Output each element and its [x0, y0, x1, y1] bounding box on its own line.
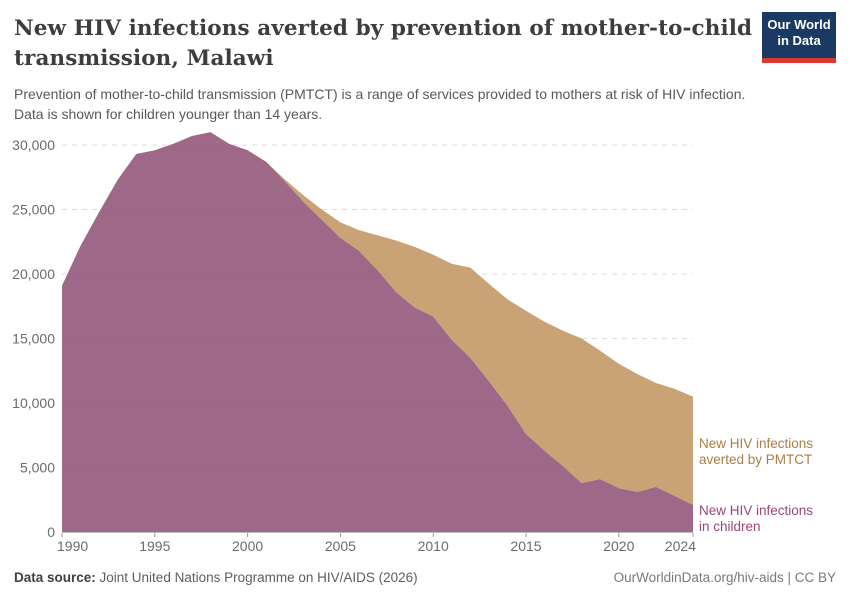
page-title: New HIV infections averted by prevention…: [14, 14, 755, 74]
data-source-text: Joint United Nations Programme on HIV/AI…: [95, 570, 418, 585]
title-line-2: transmission, Malawi: [14, 46, 274, 71]
y-tick-label: 15,000: [12, 331, 55, 347]
x-tick-label: 2000: [232, 538, 263, 554]
data-source-note: Data source: Joint United Nations Progra…: [14, 570, 418, 585]
owid-logo-line-2: in Data: [777, 33, 821, 48]
data-source-label: Data source:: [14, 570, 96, 585]
x-tick-label: 2024: [665, 538, 696, 554]
owid-logo-line-1: Our World: [767, 17, 831, 32]
y-tick-label: 5,000: [20, 460, 55, 476]
legend-children-line-2: in children: [699, 518, 761, 534]
y-tick-label: 25,000: [12, 202, 55, 218]
x-tick-label: 2010: [418, 538, 449, 554]
subtitle-line-1: Prevention of mother-to-child transmissi…: [14, 86, 746, 102]
subtitle-line-2: Data is shown for children younger than …: [14, 106, 323, 122]
chart-subtitle: Prevention of mother-to-child transmissi…: [14, 84, 830, 124]
owid-credit-link[interactable]: OurWorldinData.org/hiv-aids | CC BY: [613, 570, 836, 585]
x-tick-label: 1990: [57, 538, 88, 554]
owid-logo[interactable]: Our World in Data: [762, 12, 836, 58]
legend-label-averted: New HIV infections averted by PMTCT: [699, 436, 813, 467]
owid-logo-red-bar: [762, 58, 836, 63]
y-tick-label: 10,000: [12, 395, 55, 411]
area-series-children[interactable]: [62, 132, 693, 532]
x-tick-label: 2005: [325, 538, 356, 554]
y-tick-label: 0: [47, 524, 55, 540]
legend-averted-line-2: averted by PMTCT: [699, 451, 813, 467]
area-series-averted[interactable]: [62, 132, 693, 505]
x-tick-label: 2020: [603, 538, 634, 554]
legend-averted-line-1: New HIV infections: [699, 436, 814, 451]
legend-label-children: New HIV infections in children: [699, 503, 813, 534]
legend-children-line-1: New HIV infections: [699, 503, 814, 518]
title-line-1: New HIV infections averted by prevention…: [14, 16, 753, 41]
x-tick-label: 2015: [510, 538, 541, 554]
x-tick-label: 1995: [139, 538, 170, 554]
y-tick-label: 30,000: [12, 137, 55, 153]
y-tick-label: 20,000: [12, 266, 55, 282]
